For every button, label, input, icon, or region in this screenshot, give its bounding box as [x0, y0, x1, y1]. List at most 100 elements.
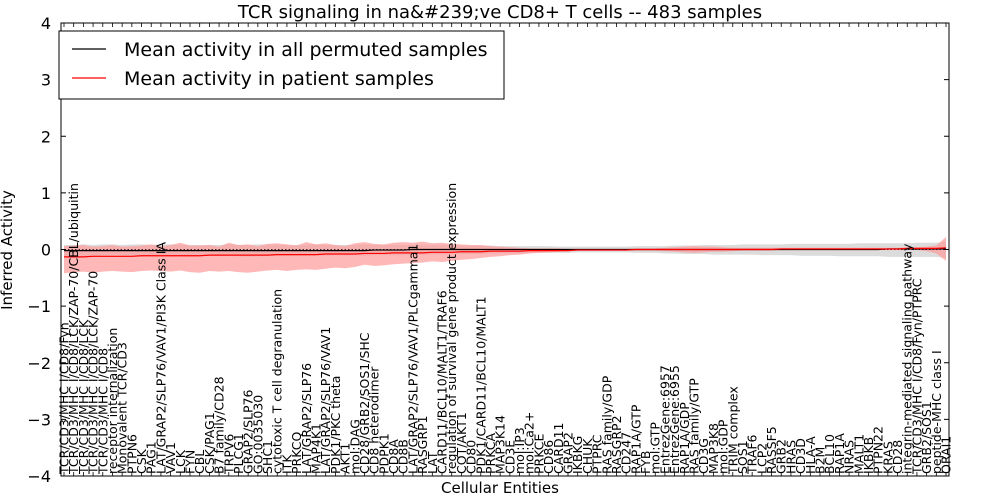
x-tick-label: PDK1/PKC theta	[328, 376, 343, 474]
x-tick-label: CD28	[890, 440, 905, 474]
x-tick-label: RASSF5	[764, 426, 779, 474]
x-tick-label: CHUK	[580, 438, 595, 474]
x-tick-label: PTPN6	[124, 434, 139, 474]
x-tick-label: TCR/CD3/MHC I/CD8	[95, 348, 110, 475]
x-tick-label: MAP3K8	[706, 423, 721, 474]
x-tick-label: EntrezGene:6955	[667, 365, 682, 474]
x-tick-label: CARD11/BCL10/MALT1/TRAF6	[435, 290, 450, 474]
x-tick-label: AKT1	[338, 443, 353, 474]
x-tick-label: IKBKB	[861, 437, 876, 474]
x-tick-label: CD86	[541, 440, 556, 474]
x-tick-label: SHC1	[260, 440, 275, 474]
x-tick-label: PTPRC	[590, 434, 605, 474]
y-tick-labels: −4 −3 −2 −1 0 1 2 3 4	[27, 14, 51, 486]
x-tick-label: COT/AKT1	[454, 412, 469, 474]
x-tick-label: CD3G	[696, 438, 711, 474]
x-tick-label: RAP1A	[832, 433, 847, 474]
x-tick-label: B7 family/CD28	[212, 376, 227, 474]
x-tick-label: GRAP2	[561, 432, 576, 474]
x-tick-label: MAP4K1	[309, 423, 324, 474]
legend-box	[58, 30, 505, 100]
x-tick-label: RASGRP2	[609, 415, 624, 474]
x-tick-label: BCL10	[822, 434, 837, 474]
x-axis-label: Cellular Entities	[441, 479, 559, 497]
x-tick-label: TRAF6	[745, 434, 760, 475]
x-tick-label: TCR/CD3/MHC I/CD8/LCK/ZAP-70/CBL/ubiquit…	[66, 183, 81, 475]
chart-title: TCR signaling in na&#239;ve CD8+ T cells…	[237, 2, 762, 23]
y-tick-label: 2	[41, 127, 51, 146]
patient-confidence-band	[64, 237, 946, 274]
x-tick-label: LAT	[425, 451, 440, 474]
y-tick-label: −2	[27, 354, 51, 373]
x-tick-label: PTPN22	[871, 426, 886, 474]
x-tick-label: ITK	[279, 454, 294, 474]
x-tick-label: RASGRP1	[415, 415, 430, 474]
patient-mean-line	[64, 247, 947, 258]
y-tick-label: 0	[41, 241, 51, 260]
x-tick-label: peptide-MHC class I	[929, 350, 944, 474]
x-tick-label: TCR/CD3/MHC I/CD8/LCK	[76, 319, 91, 475]
x-tick-label: regulation of survival gene product expr…	[444, 183, 459, 474]
x-tick-label: CD3D	[793, 438, 808, 474]
x-tick-label: TCR/CD3/MHC I/CD8/LCK/ZAP-70	[86, 271, 101, 475]
x-tick-label: receptor internalization	[105, 328, 120, 474]
x-tick-label: integrin-mediated signaling pathway	[900, 243, 915, 474]
x-tick-label: FYN	[183, 450, 198, 474]
y-tick-label: 4	[41, 14, 51, 33]
legend-label-permuted: Mean activity in all permuted samples	[124, 39, 487, 61]
x-tick-label: GRB2	[774, 439, 789, 474]
x-tick-label: LCP2	[754, 443, 769, 474]
x-tick-label: mol:GDP	[716, 419, 731, 474]
x-tick-label: CBL	[192, 450, 207, 474]
x-tick-label: PDK1/CARD11/BCL10/MALT1	[473, 296, 488, 474]
x-tick-label: MALT1	[851, 434, 866, 474]
x-tick-label: SOS1	[735, 440, 750, 474]
x-tick-label: RAS family/GTP	[687, 378, 702, 474]
x-tick-label: MAP3K14	[493, 415, 508, 474]
x-tick-label: mol:DAG	[347, 419, 362, 474]
x-tick-label: mol:GTP	[648, 422, 663, 474]
x-tick-label: Monovalent TCR/CD3	[115, 342, 130, 474]
x-tick-label: LCK	[173, 449, 188, 474]
x-tick-label: PLCG1	[231, 433, 246, 474]
x-tick-label: TRPV6	[221, 434, 236, 475]
x-tick-label: CARD11	[551, 423, 566, 475]
x-tick-label: CSK/PAG1	[202, 412, 217, 474]
y-tick-label: −1	[27, 297, 51, 316]
x-tick-label: CD8 heterodimer	[367, 366, 382, 474]
x-tick-label: GO:0035030	[250, 395, 265, 474]
y-tick-label: 1	[41, 184, 51, 203]
mean-lines	[64, 247, 947, 258]
y-tick-label: −4	[27, 467, 51, 486]
x-tick-label: PRKCE	[531, 434, 546, 474]
y-tick-label: −3	[27, 410, 51, 429]
x-tick-label: CSK	[134, 448, 149, 474]
x-tick-label: CD80	[464, 440, 479, 474]
x-tick-label: TCR/CD3/MHC I/CD8/Fyn/PTPRC	[909, 278, 924, 475]
x-tick-label: mol:IP3	[512, 427, 527, 474]
x-tick-label: RAP1A/GDP	[677, 402, 692, 474]
x-tick-label: ORAI1	[939, 436, 954, 474]
x-tick-label: FYB	[638, 451, 653, 474]
x-tick-label: CD247	[619, 432, 634, 474]
x-tick-label: LAT/GRAP2/SLP76/VAV1/PI3K Class IA	[153, 242, 168, 474]
x-tick-label: GRB2/SOS1	[919, 401, 934, 474]
x-tick-label: VAV1	[163, 442, 178, 474]
x-tick-label: KRAS	[880, 441, 895, 474]
tick-marks	[61, 22, 949, 477]
x-tick-label: PAG1	[144, 441, 159, 474]
x-tick-label: LAT/GRAP2/SLP76/VAV1/PLCgamma1	[405, 244, 420, 474]
legend: Mean activity in all permuted samples Me…	[58, 30, 505, 100]
x-tick-label: RAP1A/GTP	[628, 404, 643, 474]
legend-label-patient: Mean activity in patient samples	[124, 68, 434, 90]
x-tick-label: EntrezGene:6957	[657, 365, 672, 474]
x-tick-label: B2M	[813, 447, 828, 474]
x-tick-label: TRIM complex	[725, 386, 740, 475]
x-tick-label: PRKCA	[483, 433, 498, 474]
plot-frame	[60, 22, 950, 477]
x-tick-label: LAT/GRAP2/SLP76/VAV1	[318, 327, 333, 474]
x-tick-label: CD28/GRB2/SOS1/SHC	[357, 332, 372, 474]
x-tick-label: LAT/GRAP2/SLP76	[299, 363, 314, 474]
